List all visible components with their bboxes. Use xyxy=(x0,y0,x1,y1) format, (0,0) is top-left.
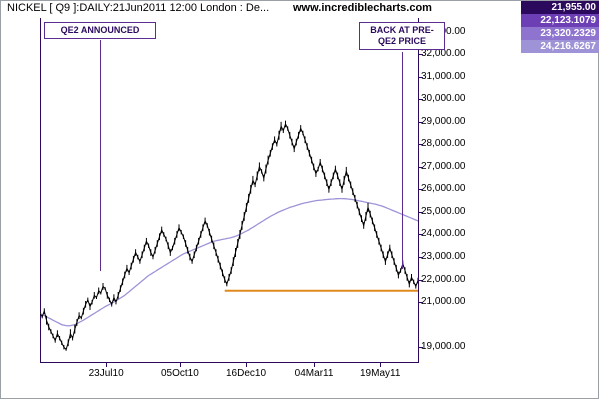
y-tick-mark xyxy=(419,76,423,78)
y-tick-label: 30,000.00 xyxy=(421,93,466,105)
x-tick-label: 04Mar11 xyxy=(294,368,334,379)
page-title: NICKEL [ Q9 ]:DAILY:21Jun2011 12:00 Lond… xyxy=(7,2,270,14)
moving-average-line xyxy=(40,197,418,327)
y-tick-label: 29,000.00 xyxy=(421,115,466,127)
y-tick-mark xyxy=(419,99,423,101)
legend-value-price: 21,955.00 xyxy=(521,1,599,14)
annotation-back-at-pre-qe2: BACK AT PRE-QE2 PRICE xyxy=(359,22,445,50)
y-tick-mark xyxy=(419,257,423,259)
x-tick-mark xyxy=(314,363,316,367)
legend-panel: 21,955.00 22,123.1079 23,320.2329 24,216… xyxy=(521,1,599,53)
y-tick-mark xyxy=(419,211,423,213)
y-tick-mark xyxy=(419,54,423,56)
annotation-back-line xyxy=(402,52,403,269)
annotation-qe2-line xyxy=(100,40,101,271)
y-tick-mark xyxy=(419,189,423,191)
x-tick-label: 05Oct10 xyxy=(160,368,199,379)
y-tick-label: 22,000.00 xyxy=(421,273,466,285)
y-tick-mark xyxy=(419,121,423,123)
y-tick-label: 32,000.00 xyxy=(421,48,466,60)
y-tick-mark xyxy=(419,347,423,349)
y-tick-label: 31,000.00 xyxy=(421,70,466,82)
y-tick-mark xyxy=(419,144,423,146)
x-tick-label: 19May11 xyxy=(359,368,401,379)
y-tick-label: 27,000.00 xyxy=(421,160,466,172)
y-tick-label: 19,000.00 xyxy=(421,341,466,353)
y-axis-right xyxy=(418,18,419,363)
y-tick-mark xyxy=(419,302,423,304)
x-tick-label: 23Jul10 xyxy=(88,368,124,379)
legend-value-ma2: 23,320.2329 xyxy=(521,27,599,40)
x-tick-label: 16Dec10 xyxy=(225,368,267,379)
y-axis-left xyxy=(40,18,41,363)
y-tick-label: 26,000.00 xyxy=(421,183,466,195)
price-bars xyxy=(40,120,418,351)
annotation-qe2-announced: QE2 ANNOUNCED xyxy=(44,22,156,39)
x-tick-mark xyxy=(106,363,108,367)
y-tick-label: 25,000.00 xyxy=(421,205,466,217)
price-plot xyxy=(40,120,418,351)
x-tick-mark xyxy=(179,363,181,367)
brand-label: www.incrediblecharts.com xyxy=(293,2,432,14)
y-tick-mark xyxy=(419,234,423,236)
legend-value-ma1: 22,123.1079 xyxy=(521,14,599,27)
legend-value-ma3: 24,216.6267 xyxy=(521,40,599,53)
y-tick-mark xyxy=(419,279,423,281)
chart-titlebar: NICKEL [ Q9 ]:DAILY:21Jun2011 12:00 Lond… xyxy=(1,1,598,16)
y-tick-label: 21,000.00 xyxy=(421,296,466,308)
y-tick-mark xyxy=(419,166,423,168)
y-tick-label: 23,000.00 xyxy=(421,251,466,263)
x-tick-mark xyxy=(246,363,247,367)
x-tick-mark xyxy=(380,363,382,367)
y-tick-label: 28,000.00 xyxy=(421,138,466,150)
x-axis xyxy=(40,362,419,363)
y-tick-label: 24,000.00 xyxy=(421,228,466,240)
